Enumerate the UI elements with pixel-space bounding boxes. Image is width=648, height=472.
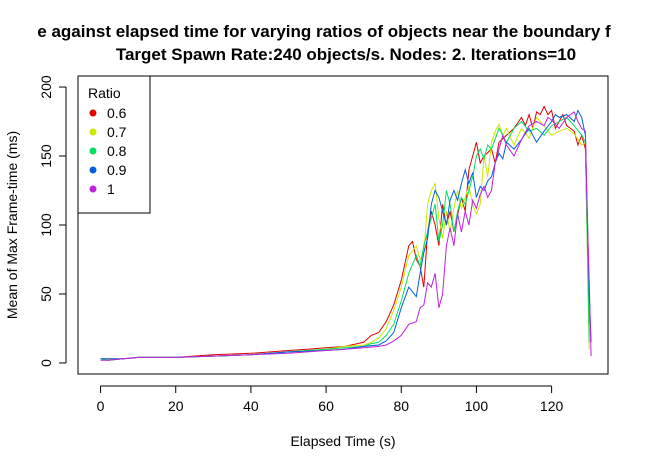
- y-tick-label: 0: [38, 359, 54, 367]
- x-axis-label: Elapsed Time (s): [290, 433, 395, 449]
- legend-marker-0-9: [89, 166, 97, 174]
- x-tick-label: 80: [393, 398, 409, 414]
- y-tick-label: 100: [38, 213, 54, 237]
- y-tick-label: 200: [38, 75, 54, 99]
- x-tick-label: 120: [540, 398, 564, 414]
- series-line-0-8: [100, 116, 590, 361]
- legend-label-1: 1: [107, 181, 115, 197]
- legend-marker-0-6: [89, 109, 97, 117]
- x-tick-label: 100: [465, 398, 489, 414]
- plot-area-frame: [77, 75, 609, 375]
- chart-title-line1: e against elapsed time for varying ratio…: [37, 22, 611, 41]
- legend-marker-0-7: [89, 128, 97, 136]
- x-tick-label: 60: [318, 398, 334, 414]
- y-axis-label: Mean of Max Frame-time (ms): [4, 131, 20, 319]
- legend-label-0-8: 0.8: [107, 143, 127, 159]
- y-tick-label: 50: [38, 286, 54, 302]
- legend-title: Ratio: [88, 85, 121, 101]
- series-line-0-6: [100, 105, 590, 361]
- legend-label-0-9: 0.9: [107, 162, 127, 178]
- legend-label-0-6: 0.6: [107, 105, 127, 121]
- x-tick-label: 20: [168, 398, 184, 414]
- series-line-1: [100, 111, 592, 361]
- x-tick-label: 0: [97, 398, 105, 414]
- legend-marker-1: [89, 185, 97, 193]
- x-axis: 0 20 40 60 80 100 120: [97, 385, 564, 414]
- legend-marker-0-8: [89, 147, 97, 155]
- y-axis: 0 50 100 150 200: [38, 75, 67, 367]
- chart-title-line2: Target Spawn Rate:240 objects/s. Nodes: …: [116, 45, 576, 64]
- y-tick-label: 150: [38, 144, 54, 168]
- legend-label-0-7: 0.7: [107, 124, 127, 140]
- x-tick-label: 40: [243, 398, 259, 414]
- legend: Ratio 0.6 0.7 0.8 0.9 1: [77, 75, 151, 214]
- series-layer: [100, 105, 592, 361]
- series-line-0-7: [100, 116, 590, 360]
